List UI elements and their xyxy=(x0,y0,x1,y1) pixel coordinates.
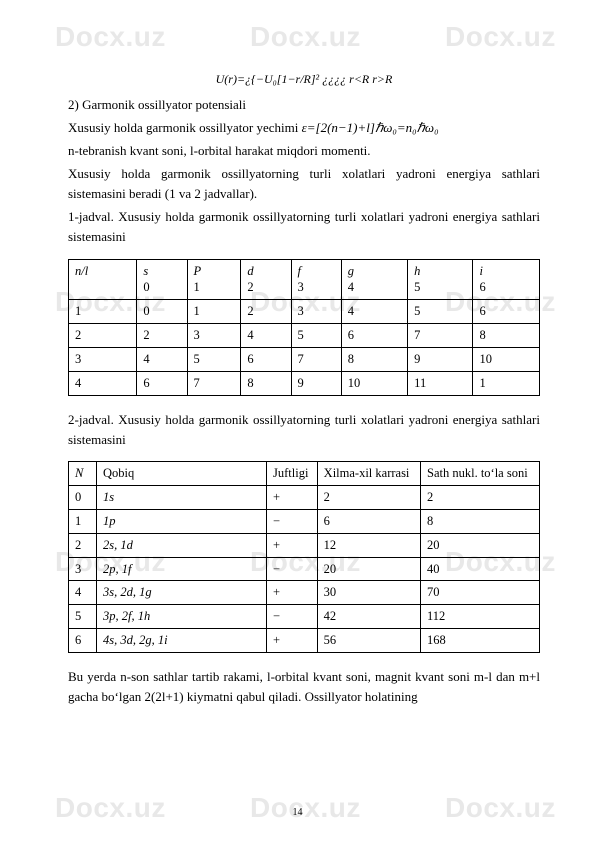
table-cell: 6 xyxy=(137,371,187,395)
table-cell: 40 xyxy=(421,557,540,581)
table-header-cell: f3 xyxy=(291,259,341,300)
table-cell: 1 xyxy=(473,371,540,395)
table-header-cell: Qobiq xyxy=(97,462,267,486)
table-cell: 112 xyxy=(421,605,540,629)
table-header-cell: Juftligi xyxy=(267,462,318,486)
table-cell: 5 xyxy=(69,605,97,629)
text: Xususiy holda garmonik ossillyator yechi… xyxy=(68,120,302,135)
table-header-cell: N xyxy=(69,462,97,486)
table-cell: 8 xyxy=(473,324,540,348)
paragraph: n-tebranish kvant soni, l-orbital haraka… xyxy=(68,141,540,161)
table-header-cell: Xilma-xil karrasi xyxy=(317,462,420,486)
table-cell: 2 xyxy=(69,533,97,557)
table-cell: 2 xyxy=(317,485,420,509)
paragraph: 2-jadval. Xususiy holda garmonik ossilly… xyxy=(68,410,540,450)
table-cell: 168 xyxy=(421,629,540,653)
table-cell: 2s, 1d xyxy=(97,533,267,557)
table-cell: 3p, 2f, 1h xyxy=(97,605,267,629)
table-cell: 2 xyxy=(137,324,187,348)
table-2: NQobiqJuftligiXilma-xil karrasiSath nukl… xyxy=(68,461,540,653)
table-header-cell: P1 xyxy=(187,259,241,300)
table-cell: 7 xyxy=(408,324,473,348)
watermark: Docx.uz xyxy=(250,15,361,58)
table-cell: 12 xyxy=(317,533,420,557)
table-cell: 0 xyxy=(137,300,187,324)
watermark: Docx.uz xyxy=(55,15,166,58)
table-cell: 4 xyxy=(69,581,97,605)
table-header-cell: n/l xyxy=(69,259,137,300)
table-cell: 4 xyxy=(241,324,291,348)
table-cell: 7 xyxy=(291,348,341,372)
paragraph: 1-jadval. Xususiy holda garmonik ossilly… xyxy=(68,207,540,247)
table-cell: 6 xyxy=(473,300,540,324)
table-cell: 0 xyxy=(69,485,97,509)
table-cell: 1 xyxy=(69,300,137,324)
table-header-cell: i6 xyxy=(473,259,540,300)
table-cell: 2 xyxy=(69,324,137,348)
table-cell: 1p xyxy=(97,509,267,533)
table-cell: 2 xyxy=(241,300,291,324)
table-cell: 5 xyxy=(187,348,241,372)
table-cell: 1 xyxy=(69,509,97,533)
table-cell: 1s xyxy=(97,485,267,509)
table-cell: 56 xyxy=(317,629,420,653)
table-cell: 3 xyxy=(187,324,241,348)
table-cell: 7 xyxy=(187,371,241,395)
table-cell: 2 xyxy=(421,485,540,509)
table-cell: 4 xyxy=(137,348,187,372)
paragraph: Bu yerda n-son sathlar tartib rakami, l-… xyxy=(68,667,540,707)
table-cell: − xyxy=(267,605,318,629)
table-header-cell: h5 xyxy=(408,259,473,300)
table-cell: 5 xyxy=(408,300,473,324)
table-cell: 11 xyxy=(408,371,473,395)
formula-main: U(r)=¿{−U₀[1−r/R]² ¿¿¿¿ r<R r>R xyxy=(68,70,540,89)
paragraph: Xususiy holda garmonik ossillyator yechi… xyxy=(68,118,540,138)
table-cell: 3s, 2d, 1g xyxy=(97,581,267,605)
table-cell: + xyxy=(267,629,318,653)
table-header-cell: g4 xyxy=(341,259,407,300)
table-cell: 4s, 3d, 2g, 1i xyxy=(97,629,267,653)
table-cell: − xyxy=(267,557,318,581)
table-cell: 3 xyxy=(69,348,137,372)
paragraph: Xususiy holda garmonik ossillyatorning t… xyxy=(68,164,540,204)
table-cell: 20 xyxy=(421,533,540,557)
table-header-cell: d2 xyxy=(241,259,291,300)
document-body: U(r)=¿{−U₀[1−r/R]² ¿¿¿¿ r<R r>R 2) Garmo… xyxy=(68,70,540,710)
table-cell: + xyxy=(267,581,318,605)
table-cell: 9 xyxy=(291,371,341,395)
table-cell: 6 xyxy=(341,324,407,348)
table-cell: 2p, 1f xyxy=(97,557,267,581)
table-header-cell: s0 xyxy=(137,259,187,300)
table-cell: 6 xyxy=(241,348,291,372)
table-cell: 70 xyxy=(421,581,540,605)
table-cell: 4 xyxy=(69,371,137,395)
table-cell: 6 xyxy=(69,629,97,653)
table-cell: 5 xyxy=(291,324,341,348)
table-cell: 3 xyxy=(291,300,341,324)
table-cell: 6 xyxy=(317,509,420,533)
table-cell: 10 xyxy=(473,348,540,372)
table-cell: 9 xyxy=(408,348,473,372)
table-cell: 10 xyxy=(341,371,407,395)
paragraph: 2) Garmonik ossillyator potensiali xyxy=(68,95,540,115)
table-cell: 1 xyxy=(187,300,241,324)
table-cell: 42 xyxy=(317,605,420,629)
table-cell: 3 xyxy=(69,557,97,581)
table-cell: 30 xyxy=(317,581,420,605)
table-1: n/ls0P1d2f3g4h5i610123456223456783456789… xyxy=(68,259,540,396)
page-number: 14 xyxy=(0,805,595,821)
table-cell: 8 xyxy=(341,348,407,372)
table-cell: 8 xyxy=(421,509,540,533)
inline-formula: ε=[2(n−1)+l]ℏω₀=n₀ℏω₀ xyxy=(302,120,439,135)
table-cell: + xyxy=(267,485,318,509)
table-cell: 8 xyxy=(241,371,291,395)
watermark: Docx.uz xyxy=(445,15,556,58)
table-cell: 20 xyxy=(317,557,420,581)
table-cell: − xyxy=(267,509,318,533)
table-cell: 4 xyxy=(341,300,407,324)
table-header-cell: Sath nukl. toʻla soni xyxy=(421,462,540,486)
table-cell: + xyxy=(267,533,318,557)
